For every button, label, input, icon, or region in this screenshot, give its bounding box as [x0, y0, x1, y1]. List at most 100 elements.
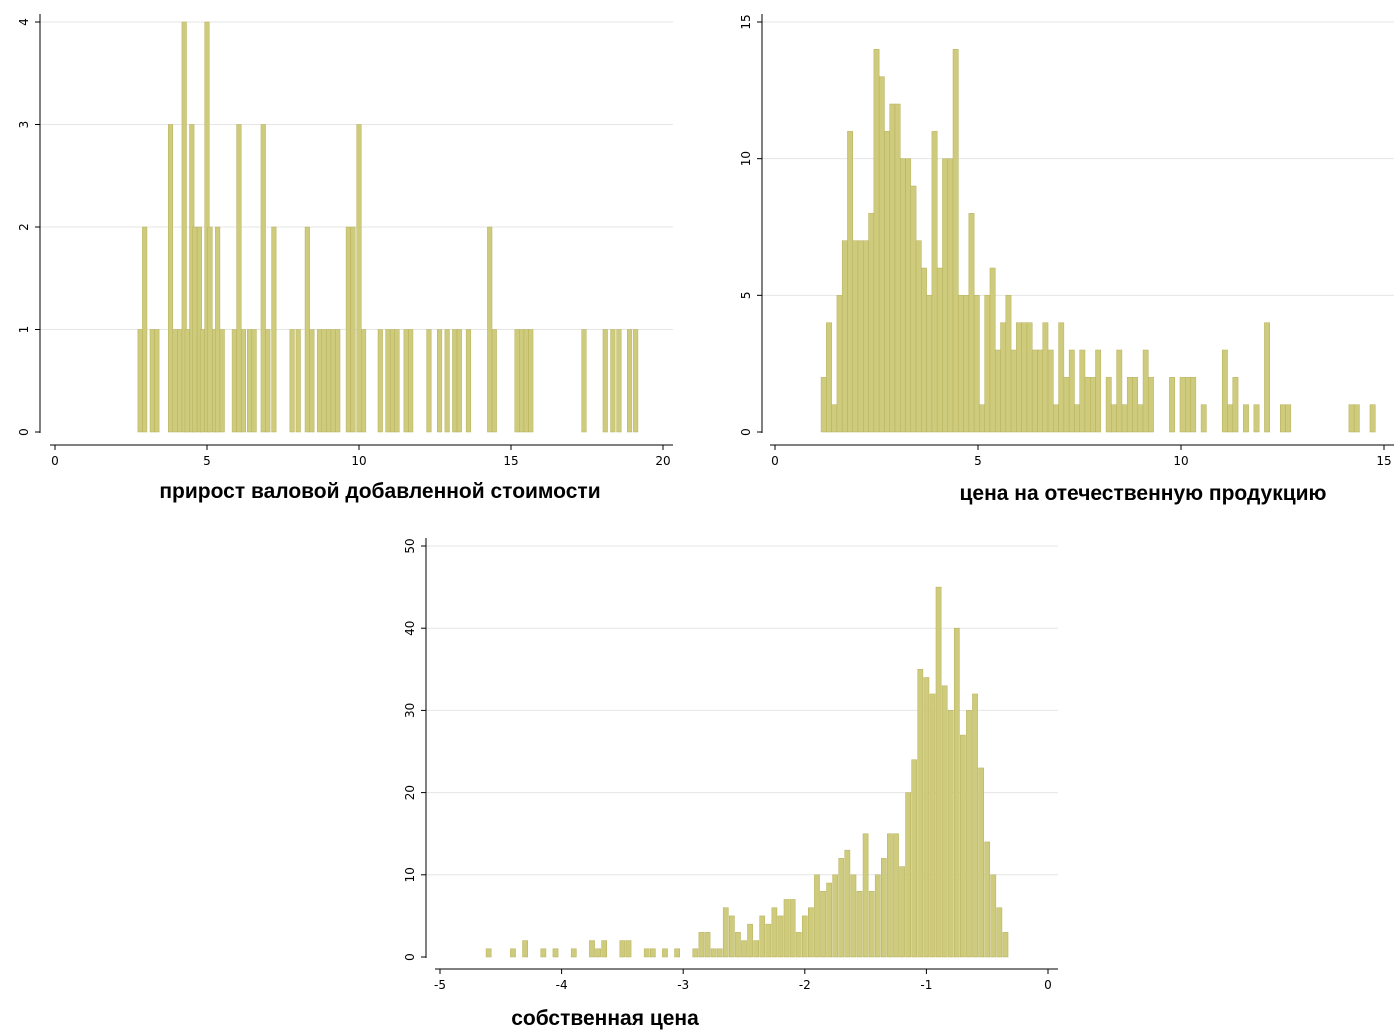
histogram-bar [627, 329, 633, 433]
histogram-bar [394, 329, 400, 433]
histogram-bar [941, 685, 948, 958]
histogram-bar [814, 874, 820, 958]
histogram-bar [1074, 404, 1080, 433]
y-tick-label: 3 [17, 121, 31, 129]
x-axis-title: собственная цена [511, 1007, 699, 1030]
histogram-bar [936, 267, 943, 433]
y-tick-label: 10 [739, 151, 753, 166]
histogram-bar [820, 890, 826, 958]
histogram-bar [1353, 404, 1360, 433]
histogram-bar [1190, 377, 1197, 433]
histogram-bar [884, 131, 890, 433]
histogram-bar [552, 948, 559, 958]
x-tick-label: 5 [203, 454, 211, 468]
histogram-bar [408, 329, 414, 433]
histogram-bar [899, 158, 906, 433]
histogram-bar [893, 833, 899, 958]
histogram-bar [356, 124, 362, 433]
histogram-bar [820, 377, 827, 433]
y-tick-label: 15 [739, 14, 753, 29]
x-tick-label: 15 [503, 454, 518, 468]
histogram-bar [326, 329, 332, 433]
histogram-bar [1000, 322, 1007, 433]
histogram-bar [295, 329, 301, 433]
histogram-bar [316, 329, 323, 433]
histogram-bar [917, 669, 924, 958]
histogram-bar [260, 124, 266, 433]
y-tick-label: 20 [403, 785, 417, 800]
y-tick-label: 4 [17, 18, 31, 26]
histogram-bar [633, 329, 639, 433]
histogram-bar [1111, 404, 1117, 433]
histogram-bar [931, 131, 938, 433]
x-tick-label: 0 [51, 454, 59, 468]
histogram-bar [1005, 295, 1012, 433]
y-tick-label: 5 [739, 292, 753, 300]
histogram-bar [841, 240, 848, 433]
histogram-bar [978, 767, 984, 958]
histogram-bar [456, 329, 462, 433]
histogram-bar [437, 329, 443, 433]
histogram-bar [137, 329, 143, 433]
histogram-bar [289, 329, 295, 433]
histogram-bar [905, 792, 911, 958]
x-tick-label: -5 [434, 978, 446, 992]
histogram-bar [996, 907, 1003, 958]
histogram-bar [377, 329, 383, 433]
histogram-bar [1148, 377, 1154, 433]
histogram-bar [966, 710, 972, 958]
histogram-bar [192, 226, 198, 433]
histogram-bar [831, 404, 838, 433]
histogram-bar [1021, 322, 1028, 433]
histogram-bar [184, 329, 190, 433]
histogram-bar [826, 882, 832, 958]
histogram-bar [514, 329, 520, 433]
histogram-bar [777, 915, 784, 958]
histogram-bar [1200, 404, 1207, 433]
x-tick-label: -2 [799, 978, 811, 992]
histogram-bar [801, 915, 808, 958]
histogram-bar [832, 874, 839, 958]
histogram-bar [741, 940, 747, 958]
histogram-bar [1002, 932, 1009, 958]
histogram-bar [929, 693, 936, 958]
histogram-bar [452, 329, 458, 433]
histogram-bar [215, 226, 221, 433]
histogram-bar [1116, 349, 1123, 433]
histogram-bar [873, 49, 880, 433]
histogram-bar [662, 948, 668, 958]
histogram-bar [1037, 349, 1044, 433]
x-tick-label: 15 [1376, 454, 1391, 468]
histogram-bar [522, 940, 528, 958]
y-tick-label: 2 [17, 223, 31, 231]
histogram-bar [625, 940, 632, 958]
histogram-bar [899, 866, 905, 958]
histogram-bar [972, 693, 978, 958]
histogram-bar [1047, 349, 1054, 433]
histogram-bar [1280, 404, 1286, 433]
histogram-bar [836, 295, 843, 433]
histogram-bar [1227, 404, 1234, 433]
histogram-bar [485, 948, 492, 958]
histogram-bar [1016, 322, 1022, 433]
histogram-bar [911, 759, 918, 958]
histogram-bar [1126, 377, 1133, 433]
histogram-bar [361, 329, 367, 433]
histogram-bar [247, 329, 253, 433]
y-tick-label: 0 [403, 953, 417, 961]
histogram-bar [231, 329, 237, 433]
histogram-bar [994, 349, 1001, 433]
histogram-bar [747, 923, 753, 958]
histogram-bar [850, 874, 857, 958]
histogram-bar [1232, 377, 1239, 433]
histogram-bar [240, 329, 247, 433]
y-tick-label: 0 [17, 428, 31, 436]
histogram-bar [868, 890, 875, 958]
x-tick-label: -4 [556, 978, 568, 992]
histogram-bar [1285, 404, 1292, 433]
histogram-bar [863, 240, 869, 433]
histogram-bar [523, 329, 529, 433]
y-tick-label: 30 [403, 703, 417, 718]
histogram-bar [958, 295, 964, 433]
histogram-bar [602, 329, 608, 433]
